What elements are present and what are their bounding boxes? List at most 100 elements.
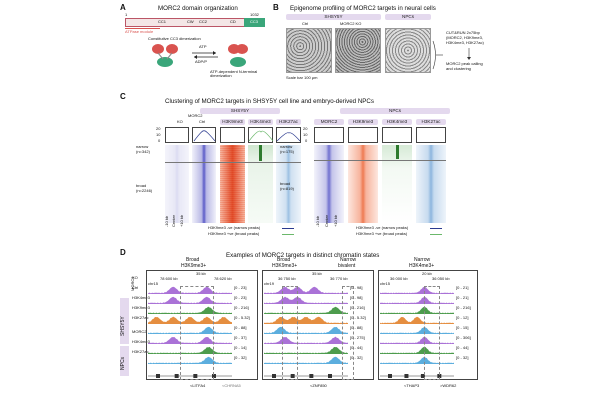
locus-1-header-1: Broad [186, 257, 200, 263]
locus-1-gene-2: <CHRNA5 [222, 383, 241, 388]
locus-3-coord-2: 36 050 kb [432, 276, 450, 281]
d-track-label-npc-morc2: MORC2 [132, 329, 147, 334]
down-arrow-icon [467, 48, 471, 60]
locus-3-range-2: [0 - 21] [456, 295, 469, 300]
c-left-broad-label: broad [136, 183, 147, 188]
c-col-h3k27ac: H3K27ac [276, 119, 301, 125]
d-track-label-h3k9me3: H3K9me3 [132, 305, 150, 310]
npcs-pill: NPCs [385, 14, 431, 20]
locus-2-box [262, 270, 374, 380]
c-left-legend-broad: H3K9me3 +ve (broad peaks) [208, 231, 260, 236]
c-ytick-0: 0 [158, 138, 161, 143]
profile-ko [165, 127, 189, 143]
morc2-closed-dimer-icon [228, 44, 248, 67]
locus-3-exon-1 [388, 374, 392, 378]
d-track-label-ctrl: Ctrl [132, 285, 139, 290]
locus-1-exon-1 [156, 374, 160, 378]
morc2-ko-label: MORC2 KO [340, 21, 362, 26]
locus-3-track-7-signal [380, 346, 454, 354]
locus-1-exon-2 [174, 374, 179, 378]
locus-2-header2-2: bivalent [338, 263, 356, 269]
d-track-label-h3k4me3: H3K4me3 [132, 295, 150, 300]
locus-2-range-6: [0 - 275] [350, 335, 365, 340]
locus-1-track-5-signal [148, 326, 232, 334]
heatmap-npc-h3k9me3 [348, 145, 378, 223]
c-r-ytick-20: 20 [303, 126, 308, 131]
locus-1-track-3-signal [148, 306, 232, 314]
locus-3-track-3-signal [380, 306, 454, 314]
locus-2-exon-2 [290, 374, 295, 378]
heatmap-h3k9me3 [220, 145, 245, 223]
locus-2-track-5-signal [264, 326, 348, 334]
c-left-broad-count: (n=2246) [136, 188, 153, 193]
cc3-domain-box [244, 18, 265, 27]
profile-ctrl [192, 127, 216, 143]
bracket-arrow-icon [432, 40, 443, 70]
locus-2-range-7: [0 - 44] [350, 345, 363, 350]
locus-1-range-7: [0 - 14] [234, 345, 247, 350]
c-col-h3k4me3: H3K4me3 [248, 119, 273, 125]
heatmap-npc-h3k27ac [416, 145, 446, 223]
locus-1-highlight [180, 286, 214, 380]
c-right-broad-count: (n=819) [280, 186, 294, 191]
profile-h3k27ac [276, 127, 301, 143]
micrograph-ctrl [286, 28, 332, 73]
profile-npc-h3k27ac [416, 127, 446, 143]
locus-2-range-5: [0 - 88] [350, 325, 363, 330]
locus-2-track-4-signal [264, 316, 348, 324]
locus-2-coord-1: 36 750 kb [278, 276, 296, 281]
locus-2-chr: chr19 [264, 281, 275, 286]
domain-cc3: CC3 [250, 19, 259, 24]
locus-2-range-2: [0 - 98] [350, 295, 363, 300]
locus-2-range-8: [0 - 32] [350, 355, 363, 360]
locus-2-track-8-signal [264, 356, 348, 364]
locus-3-header-1: Narrow [414, 257, 431, 263]
heatmap-h3k27ac [276, 145, 301, 223]
locus-1-range-4: [0 - 5.32] [234, 315, 250, 320]
locus-3-exon-3 [420, 374, 425, 378]
cutrun-line-2: (MORC2, H3K9me3, [446, 35, 483, 40]
c-right-narrow-label: narrow [280, 144, 293, 149]
d-side-npcs-bg [120, 346, 129, 376]
c-left-legend-broad-swatch [282, 234, 294, 235]
locus-1-range-1: [0 - 23] [234, 285, 247, 290]
locus-1-range-2: [0 - 23] [234, 295, 247, 300]
locus-1-chr: chr15 [148, 281, 159, 286]
panel-a-letter: A [120, 3, 126, 12]
locus-2-coord-2: 36 770 kb [330, 276, 348, 281]
locus-1-coord-2: 78 620 kb [214, 276, 232, 281]
peak-calling-line-1: MORC2 peak calling [446, 61, 483, 66]
locus-3-highlight [424, 286, 440, 380]
locus-3-track-2-signal [380, 296, 454, 304]
locus-2-track-3-signal [264, 306, 348, 314]
locus-2-range-4: [0 - 5.32] [350, 315, 366, 320]
morc2-open-dimer-icon [152, 44, 178, 67]
c-right-col-h3k27ac: H3K27ac [416, 119, 446, 125]
locus-1-range-5: [0 - 88] [234, 325, 247, 330]
locus-3-span: 20 kb [422, 271, 432, 276]
locus-2-track-6-signal [264, 336, 348, 344]
micrograph-npc [385, 28, 431, 73]
panel-c-letter: C [120, 92, 126, 101]
c-r-ytick-10: 10 [303, 132, 308, 137]
shsy5y-pill: SHSY5Y [286, 14, 381, 20]
domain-end-pos: 1032 [250, 12, 259, 17]
locus-1-track-6-signal [148, 337, 232, 344]
c-ytick-20: 20 [156, 126, 161, 131]
locus-1-range-8: [0 - 32] [234, 355, 247, 360]
locus-1-track-8-signal [148, 356, 232, 364]
d-track-label-npc-h3k4me3: H3K4me3 [132, 339, 150, 344]
locus-1-track-1-signal [148, 286, 232, 294]
micrograph-ko [335, 28, 381, 73]
panel-d-title: Examples of MORC2 targets in distinct ch… [226, 252, 380, 259]
locus-1-range-3: [0 - 216] [234, 305, 249, 310]
locus-3-header-2: H3K4me3+ [409, 263, 435, 269]
panel-b-title: Epigenome profiling of MORC2 targets in … [290, 5, 436, 12]
locus-2-span: 35 kb [312, 271, 322, 276]
locus-1-coord-1: 78 600 kb [160, 276, 178, 281]
locus-3-range-1: [0 - 21] [456, 285, 469, 290]
locus-3-track-5-signal [380, 326, 454, 334]
locus-3-range-3: [0 - 216] [456, 305, 471, 310]
c-ytick-10: 10 [156, 132, 161, 137]
